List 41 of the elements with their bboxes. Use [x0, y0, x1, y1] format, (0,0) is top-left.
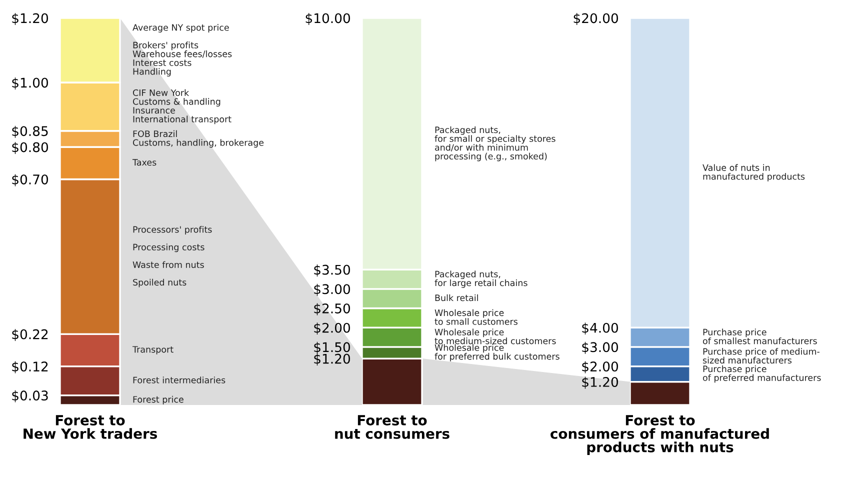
series-label: Forest intermediaries [133, 376, 226, 384]
series-label: Bulk retail [435, 294, 478, 302]
series-label: Purchase price of preferred manufacturers [702, 365, 821, 383]
series-label: Wholesale price to small customers [434, 309, 518, 325]
series-label: Value of nuts in manufactured products [702, 164, 805, 182]
series-label: Taxes [132, 159, 156, 166]
y-tick-label: $3.00 [314, 284, 350, 296]
y-tick-label: $1.20 [314, 354, 350, 366]
y-tick-label: $2.00 [582, 361, 618, 374]
y-tick-label: $0.12 [12, 361, 48, 374]
series-label: Transport [132, 346, 174, 354]
x-tick-label: Forest to consumers of manufactured products with nuts [550, 415, 769, 456]
series-label: Average NY spot price Brokers' profits Warehouse fees/losses Interest costs Handling [132, 24, 232, 76]
series-label: Forest price [133, 396, 184, 404]
y-tick-label: $3.50 [314, 264, 350, 277]
series-label: Packaged nuts, for small or specialty stores and/or with minimum processing (e.g., smoked) [434, 126, 556, 162]
y-tick-label: $0.70 [12, 174, 48, 186]
y-tick-label: $20.00 [574, 12, 618, 25]
series-label: FOB Brazil Customs, handling, brokerage [132, 130, 264, 148]
x-tick-label: Forest to nut consumers [335, 415, 450, 439]
series-label: Purchase price of medium- sized manufacturers [702, 348, 820, 364]
y-tick-label: $0.85 [12, 126, 48, 138]
y-tick-label: $2.00 [314, 322, 350, 335]
y-tick-label: $2.50 [314, 303, 350, 316]
y-tick-label: $0.22 [12, 329, 48, 342]
series-label: Purchase price of smallest manufacturers [702, 328, 817, 344]
y-tick-label: $10.00 [306, 12, 350, 25]
y-tick-label: $1.50 [314, 342, 350, 354]
text: Processors' profits Processing costs Waste from nuts Spoiled nuts [132, 226, 212, 288]
y-tick-label: $1.00 [12, 77, 48, 90]
y-tick-label: $3.00 [582, 342, 618, 354]
series-label: Wholesale price for preferred bulk customers [434, 344, 560, 362]
y-tick-label: $1.20 [582, 376, 618, 389]
y-tick-label: $4.00 [582, 322, 618, 335]
y-tick-label: $1.20 [12, 12, 48, 25]
series-label: Wholesale price to medium-sized customers [434, 328, 556, 344]
series-label: CIF New York Customs & handling Insurance International transport [132, 89, 232, 124]
series-label: Packaged nuts, for large retail chains [434, 270, 528, 288]
x-tick-label: Forest to New York traders [24, 415, 157, 439]
y-tick-label: $0.03 [12, 390, 48, 402]
y-tick-label: $0.80 [12, 142, 48, 154]
